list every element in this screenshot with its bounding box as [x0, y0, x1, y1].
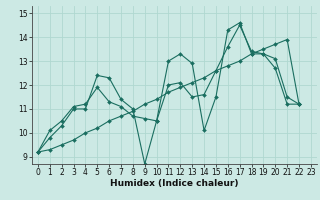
X-axis label: Humidex (Indice chaleur): Humidex (Indice chaleur)	[110, 179, 239, 188]
